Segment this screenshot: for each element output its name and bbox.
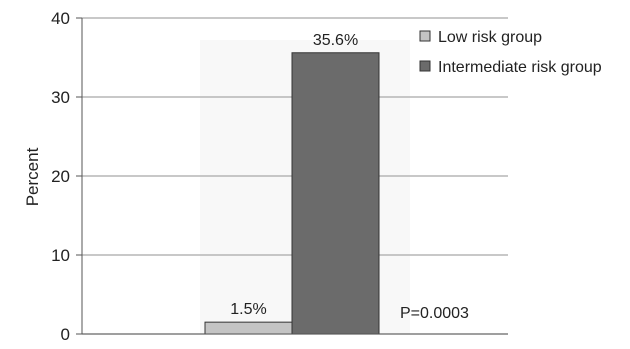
y-axis-label: Percent — [23, 147, 42, 206]
legend-swatch — [419, 60, 431, 72]
y-tick-label: 30 — [51, 88, 70, 107]
bar-intermediate-risk — [291, 52, 380, 335]
legend-label: Low risk group — [438, 29, 542, 46]
data-label: 1.5% — [230, 301, 266, 318]
legend-swatch — [419, 30, 431, 42]
bars: 1.5% 35.6% — [204, 32, 380, 335]
y-tick-label: 10 — [51, 246, 70, 265]
y-tick-label: 40 — [51, 9, 70, 28]
y-tick-label: 20 — [51, 167, 70, 186]
data-label: 35.6% — [313, 32, 358, 49]
y-axis: 0 10 20 30 40 — [51, 9, 508, 344]
legend: Low risk group Intermediate risk group — [419, 29, 602, 76]
bar-low-risk — [204, 321, 293, 335]
legend-label: Intermediate risk group — [438, 59, 602, 76]
p-value-annotation: P=0.0003 — [400, 305, 469, 322]
y-tick-label: 0 — [61, 325, 70, 344]
